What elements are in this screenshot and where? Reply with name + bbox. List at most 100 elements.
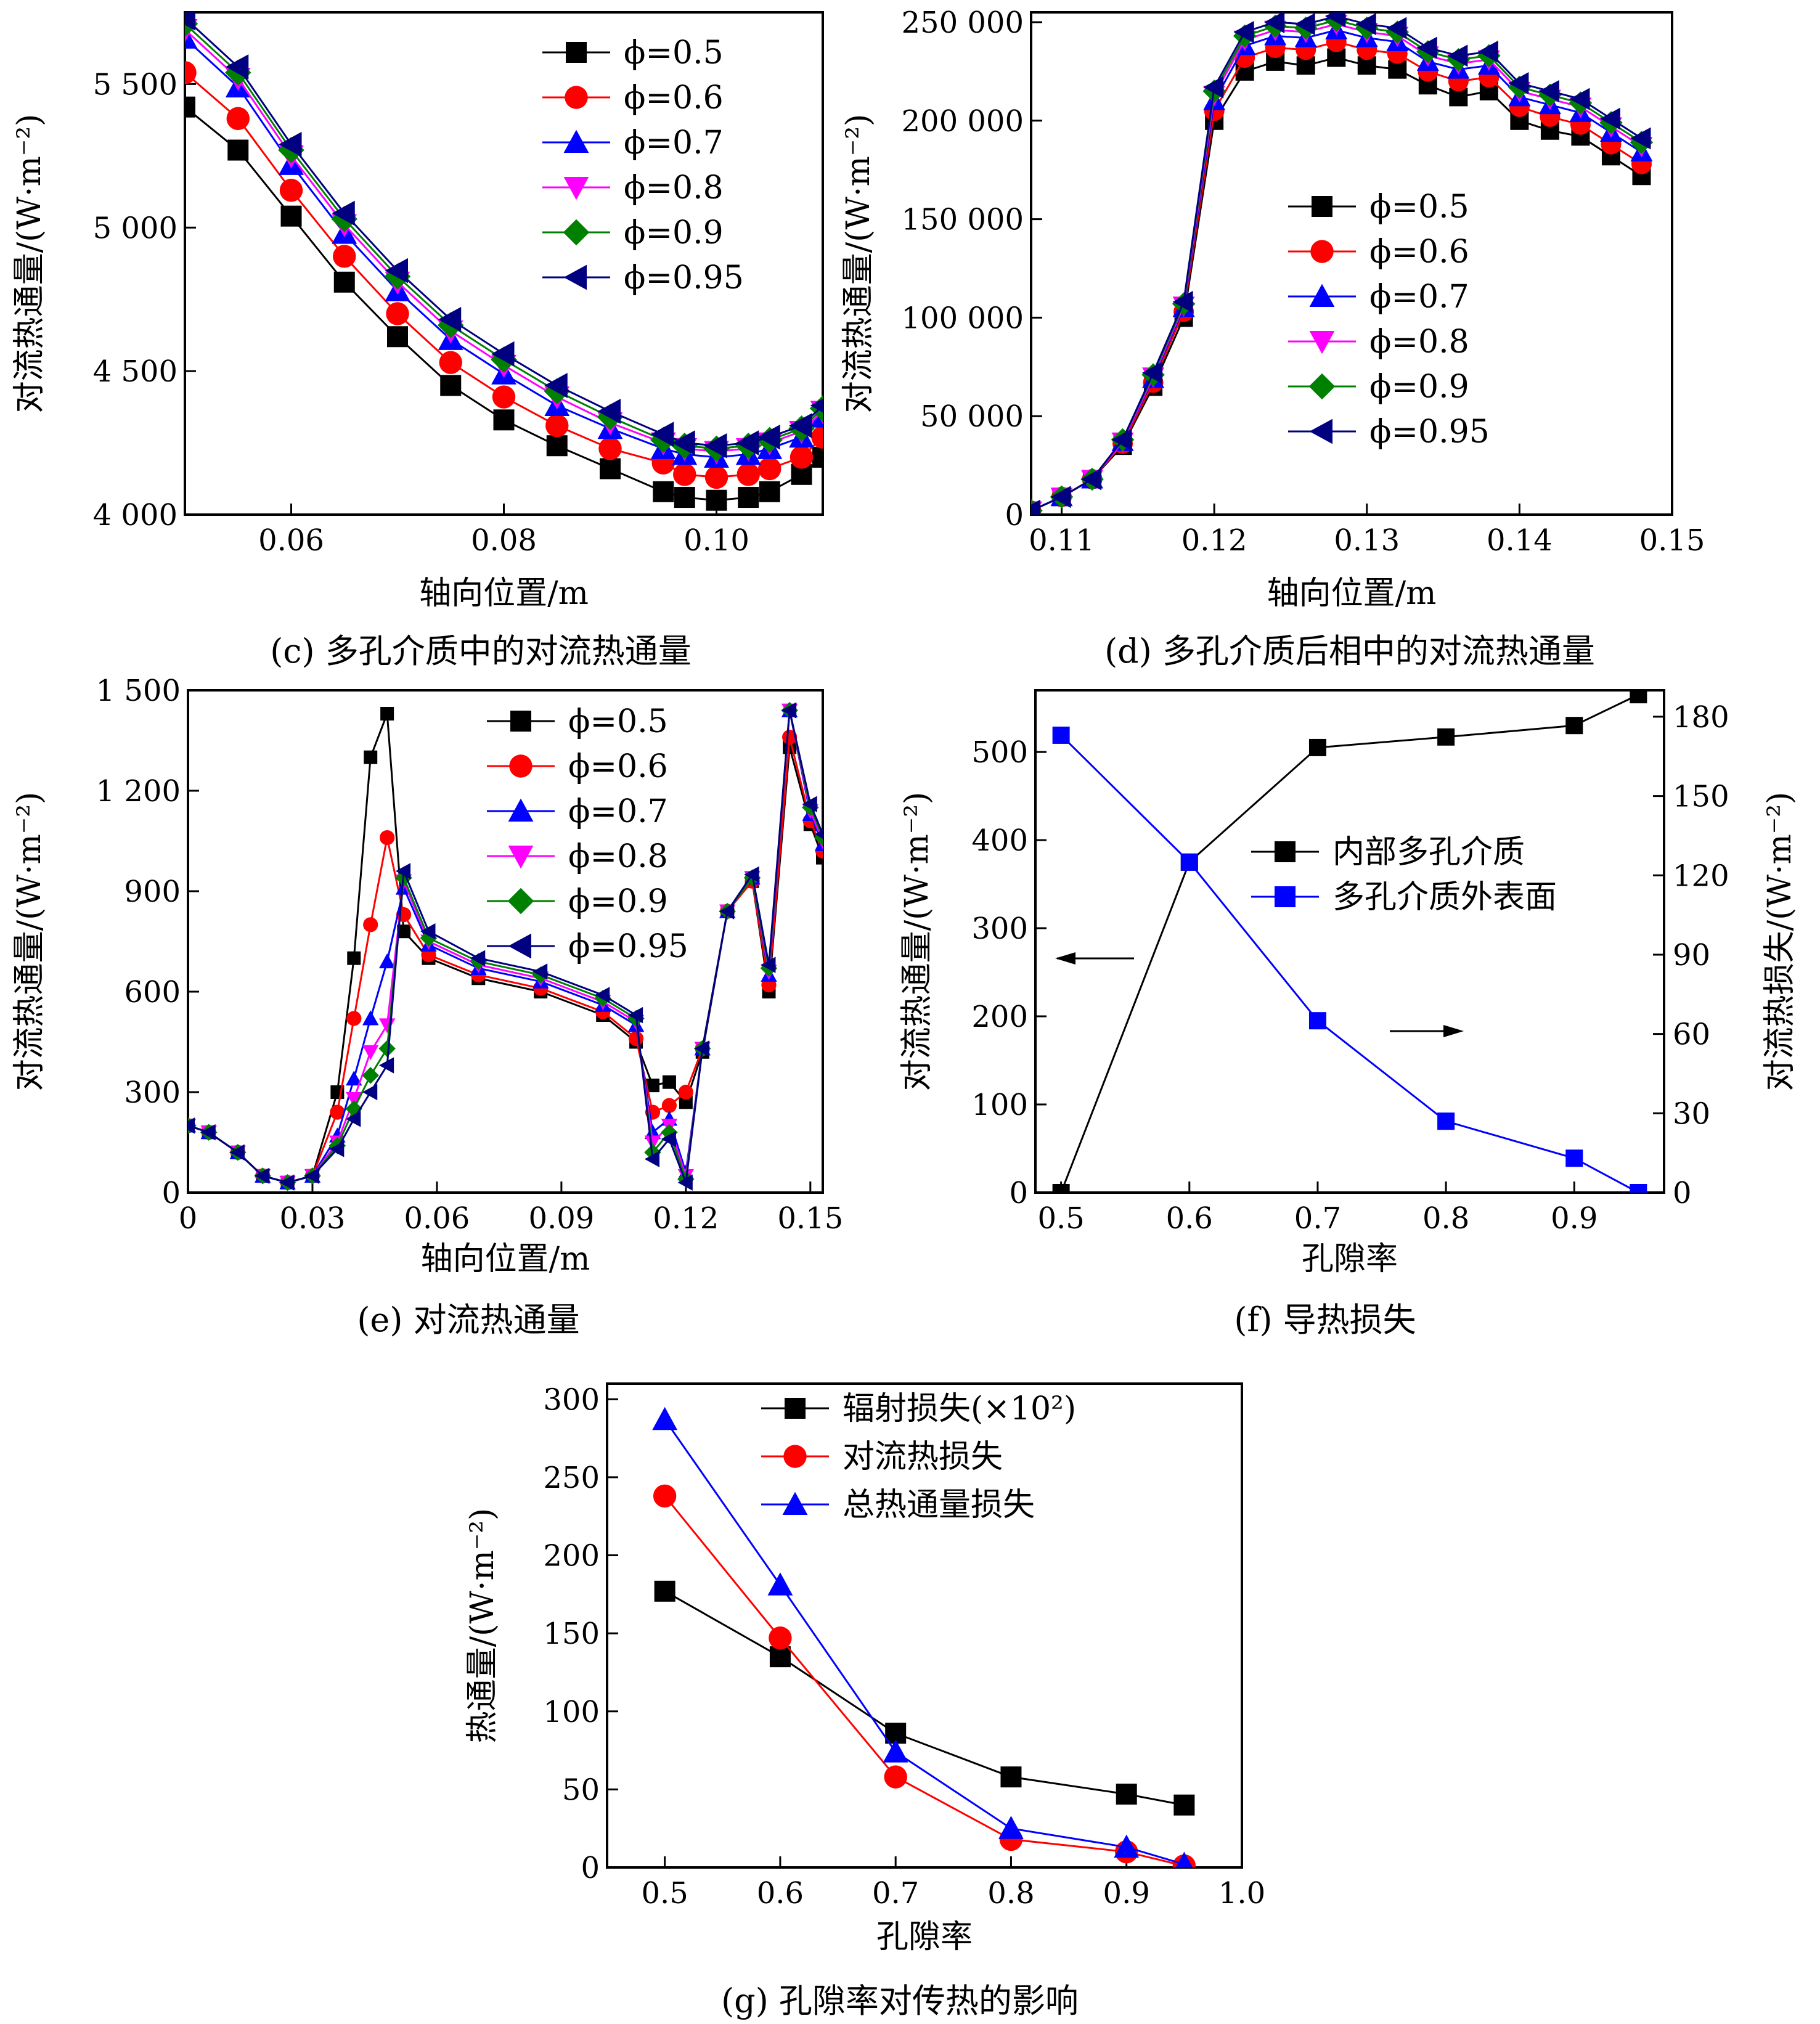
x-axis-label: 轴向位置/m bbox=[421, 1241, 590, 1278]
y-right-tick-label: 150 bbox=[1673, 780, 1729, 814]
legend-label: ϕ=0.5 bbox=[624, 35, 724, 71]
data-point bbox=[1386, 17, 1407, 39]
caption-f: (f) 导热损失 bbox=[1234, 1300, 1416, 1339]
x-tick-label: 0.6 bbox=[1166, 1201, 1213, 1236]
plot-area bbox=[1052, 690, 1647, 1193]
data-point bbox=[362, 1067, 379, 1084]
data-point bbox=[597, 398, 621, 424]
data-point bbox=[346, 1092, 362, 1108]
data-point bbox=[678, 1084, 693, 1100]
data-point bbox=[387, 326, 408, 348]
legend-label: ϕ=0.8 bbox=[568, 838, 668, 875]
data-point bbox=[1294, 13, 1315, 36]
data-point bbox=[1355, 13, 1376, 36]
x-tick-label: 1.0 bbox=[1218, 1876, 1265, 1911]
legend-label: 多孔介质外表面 bbox=[1332, 879, 1557, 916]
legend-label: ϕ=0.8 bbox=[1369, 324, 1469, 361]
data-point bbox=[1437, 728, 1455, 746]
data-point bbox=[759, 481, 780, 502]
data-point bbox=[884, 1765, 907, 1789]
data-point bbox=[677, 1174, 693, 1191]
data-point bbox=[1508, 72, 1529, 95]
caption-e: (e) 对流热通量 bbox=[357, 1300, 579, 1339]
plot-frame bbox=[1030, 11, 1673, 516]
legend-label: ϕ=0.5 bbox=[568, 703, 668, 740]
data-point bbox=[200, 1124, 216, 1141]
legend-label: ϕ=0.8 bbox=[624, 169, 724, 206]
series-line bbox=[1060, 693, 1639, 1193]
data-point bbox=[188, 1117, 195, 1134]
legend-marker bbox=[565, 86, 588, 109]
y-tick-label: 300 bbox=[543, 1382, 600, 1417]
data-point bbox=[737, 463, 760, 486]
data-point bbox=[226, 107, 250, 131]
data-point bbox=[362, 1083, 378, 1101]
data-point bbox=[347, 951, 361, 965]
y-tick-label: 4 000 bbox=[93, 498, 178, 533]
series-line bbox=[185, 37, 823, 459]
data-point bbox=[757, 424, 780, 450]
legend-label: ϕ=0.95 bbox=[624, 259, 744, 296]
legend-marker bbox=[1309, 284, 1335, 307]
data-point bbox=[781, 702, 797, 719]
series-line bbox=[185, 23, 823, 450]
caption-c: (c) 多孔介质中的对流热通量 bbox=[270, 632, 692, 671]
y-tick-label: 100 bbox=[543, 1695, 600, 1729]
data-point bbox=[279, 1174, 295, 1191]
data-point bbox=[1565, 717, 1583, 735]
data-point bbox=[661, 1098, 677, 1113]
y-axis-label: 对流热通量/(W·m⁻²) bbox=[11, 114, 48, 414]
y-tick-label: 400 bbox=[971, 823, 1028, 858]
data-point bbox=[1437, 1112, 1455, 1130]
data-point bbox=[654, 1580, 675, 1602]
data-point bbox=[650, 422, 674, 447]
y-axis-label: 热通量/(W·m⁻²) bbox=[464, 1508, 501, 1744]
legend-label: ϕ=0.5 bbox=[1369, 189, 1469, 226]
data-point bbox=[644, 1135, 661, 1151]
panel-e-chart: 0 0.03 0.06 0.09 0.12 0.15 0 300 600 900 1 200 1 50… bbox=[11, 674, 843, 1278]
data-point bbox=[333, 271, 355, 293]
panel-d-chart: 0.11 0.12 0.13 0.14 0.15 0 50 000 100 000 150 00… bbox=[840, 6, 1705, 612]
legend-label: ϕ=0.9 bbox=[624, 214, 724, 251]
data-point bbox=[225, 54, 249, 80]
legend: ϕ=0.5 ϕ=0.6 ϕ=0.7 ϕ=0.8 ϕ=0.9 ϕ=0.95 bbox=[487, 703, 688, 965]
legend-label: ϕ=0.7 bbox=[624, 124, 724, 161]
plot-area bbox=[1031, 12, 1654, 515]
data-point bbox=[735, 430, 759, 455]
panel-g-chart: 0.5 0.6 0.7 0.8 0.9 1.0 0 50 100 150 200 250 300 孔隙率 热… bbox=[464, 1382, 1265, 1956]
data-point bbox=[790, 446, 814, 469]
y-tick-label: 200 000 bbox=[902, 104, 1024, 139]
x-axis-label: 轴向位置/m bbox=[419, 575, 589, 612]
data-point bbox=[769, 1626, 792, 1650]
plot-frame bbox=[606, 1382, 1243, 1869]
data-point bbox=[1477, 40, 1498, 63]
x-tick-label: 0.5 bbox=[1037, 1201, 1084, 1236]
data-point bbox=[533, 963, 548, 980]
data-point bbox=[1114, 1834, 1140, 1858]
y-axis-label: 对流热通量/(W·m⁻²) bbox=[899, 792, 936, 1092]
data-point bbox=[438, 306, 462, 332]
data-point bbox=[694, 1040, 709, 1057]
data-point bbox=[672, 430, 695, 455]
y-tick-label: 900 bbox=[124, 875, 181, 909]
data-point bbox=[1325, 12, 1346, 28]
data-point bbox=[661, 1130, 676, 1148]
legend-marker bbox=[563, 219, 590, 246]
data-point bbox=[802, 796, 817, 812]
y-tick-label: 250 bbox=[543, 1461, 600, 1495]
x-tick-label: 0.7 bbox=[872, 1876, 919, 1911]
y-tick-label: 100 bbox=[971, 1088, 1028, 1122]
legend-label: ϕ=0.6 bbox=[624, 80, 724, 116]
data-point bbox=[185, 25, 198, 49]
series-line bbox=[664, 1590, 1185, 1806]
y-right-tick-label: 120 bbox=[1673, 859, 1729, 893]
data-point bbox=[644, 1151, 659, 1167]
y-tick-label: 150 000 bbox=[902, 203, 1024, 237]
y-tick-label: 200 bbox=[971, 1000, 1028, 1034]
data-point bbox=[1264, 12, 1285, 33]
data-point bbox=[492, 385, 516, 409]
data-point bbox=[644, 1124, 661, 1140]
legend-marker bbox=[563, 177, 589, 200]
data-point bbox=[789, 413, 812, 439]
